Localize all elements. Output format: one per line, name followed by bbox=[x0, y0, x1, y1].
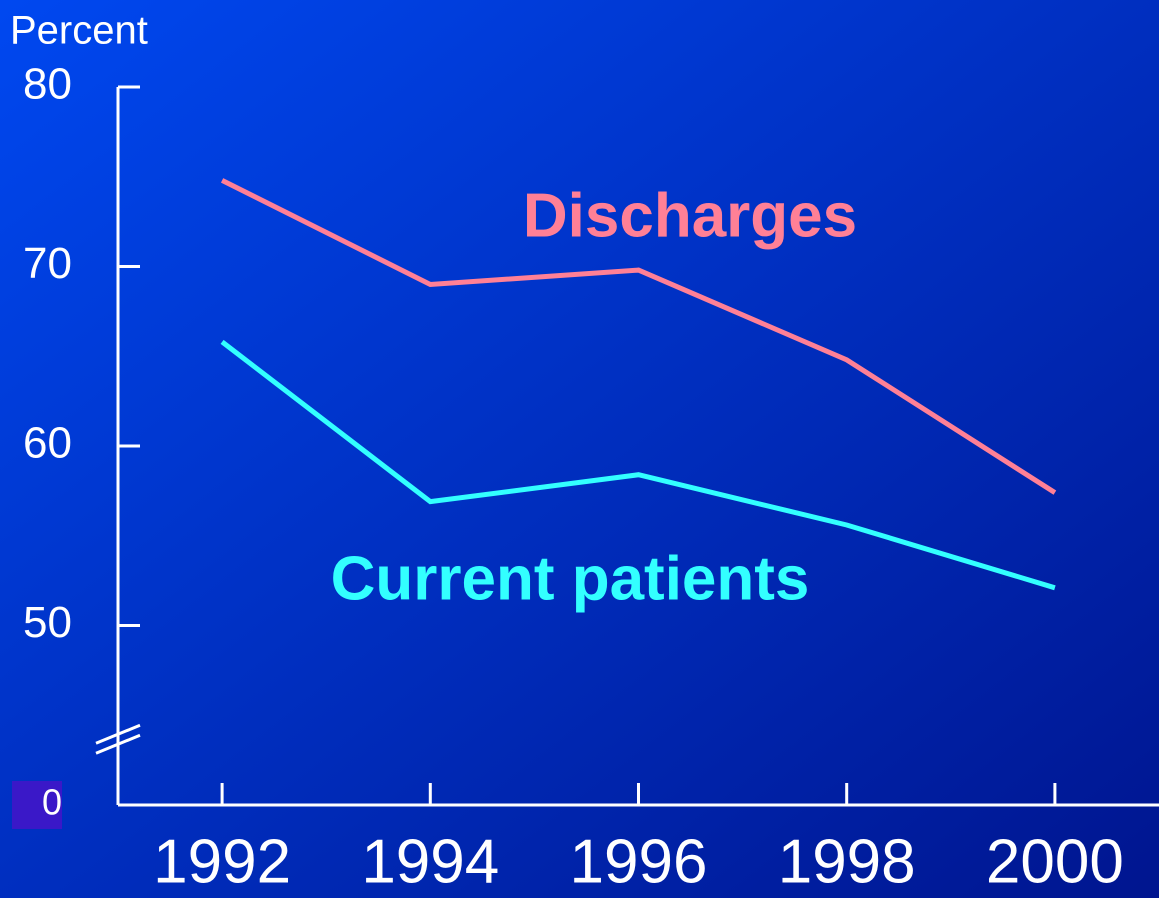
x-tick-label: 1994 bbox=[361, 827, 499, 896]
y-tick-label: 70 bbox=[23, 239, 72, 288]
x-tick-label: 2000 bbox=[986, 827, 1124, 896]
y-tick-label: 50 bbox=[23, 598, 72, 647]
x-tick-label: 1992 bbox=[153, 827, 291, 896]
y-tick-label: 0 bbox=[42, 782, 62, 823]
y-tick-label: 80 bbox=[23, 60, 72, 109]
series-label: Current patients bbox=[331, 544, 810, 613]
axis-break bbox=[95, 733, 141, 755]
y-tick-label: 60 bbox=[23, 419, 72, 468]
series-line bbox=[220, 178, 1057, 495]
axis-break bbox=[95, 723, 141, 745]
series-label: Discharges bbox=[523, 181, 857, 250]
x-tick-label: 1998 bbox=[778, 827, 916, 896]
tick-label-box bbox=[12, 781, 62, 829]
y-axis-label: Percent bbox=[10, 9, 148, 53]
series-line bbox=[220, 339, 1056, 591]
x-tick-label: 1996 bbox=[570, 827, 708, 896]
